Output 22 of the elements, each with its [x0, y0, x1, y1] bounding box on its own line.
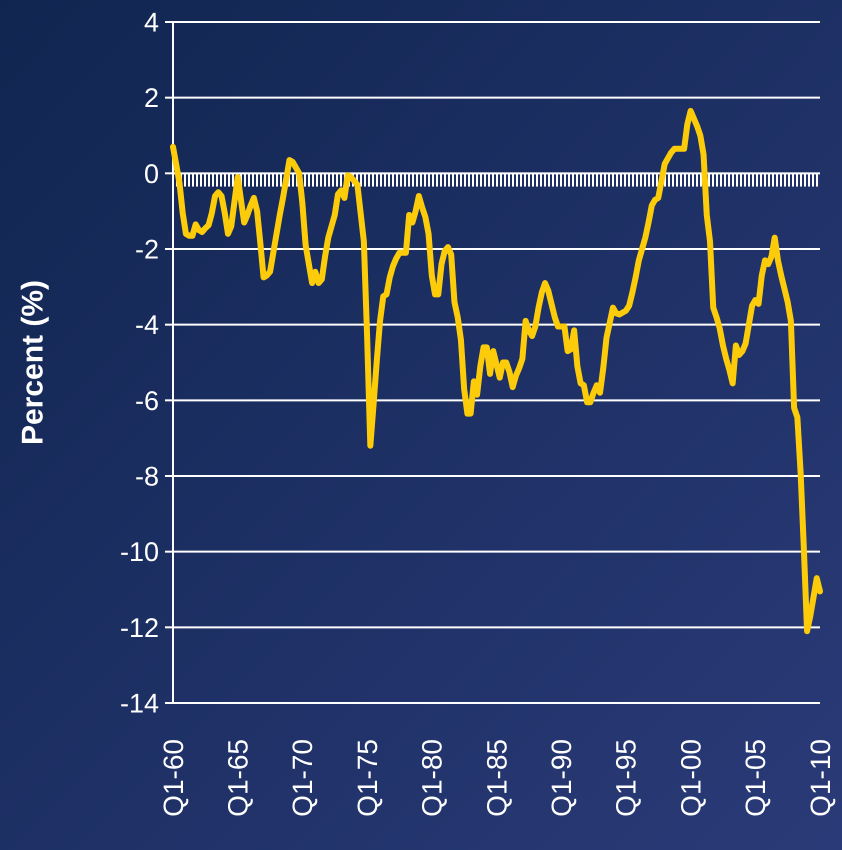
y-tick-label: 4 — [144, 7, 159, 38]
x-tick-label: Q1-60 — [158, 739, 189, 817]
y-tick-label: -2 — [134, 234, 159, 264]
y-tick-label: 2 — [144, 83, 159, 114]
x-tick-label: Q1-85 — [481, 739, 512, 817]
y-axis-title: Percent (%) — [16, 280, 50, 446]
x-tick-label: Q1-75 — [352, 739, 383, 817]
y-tick-label: -10 — [120, 537, 159, 568]
x-tick-label: Q1-95 — [610, 739, 642, 817]
x-tick-label: Q1-90 — [546, 739, 577, 817]
x-tick-label: Q1-10 — [804, 739, 836, 817]
y-tick-label: -14 — [120, 688, 159, 718]
x-tick-label: Q1-00 — [675, 739, 706, 817]
x-tick-label: Q1-80 — [416, 739, 448, 817]
x-tick-label: Q1-65 — [222, 739, 254, 817]
y-tick-label: -4 — [134, 310, 159, 340]
y-tick-label: -12 — [120, 612, 159, 643]
y-tick-label: -8 — [134, 461, 159, 492]
y-tick-label: 0 — [144, 158, 159, 189]
x-tick-label: Q1-70 — [287, 739, 318, 817]
x-tick-label: Q1-05 — [740, 739, 772, 817]
y-tick-label: -6 — [134, 386, 159, 416]
